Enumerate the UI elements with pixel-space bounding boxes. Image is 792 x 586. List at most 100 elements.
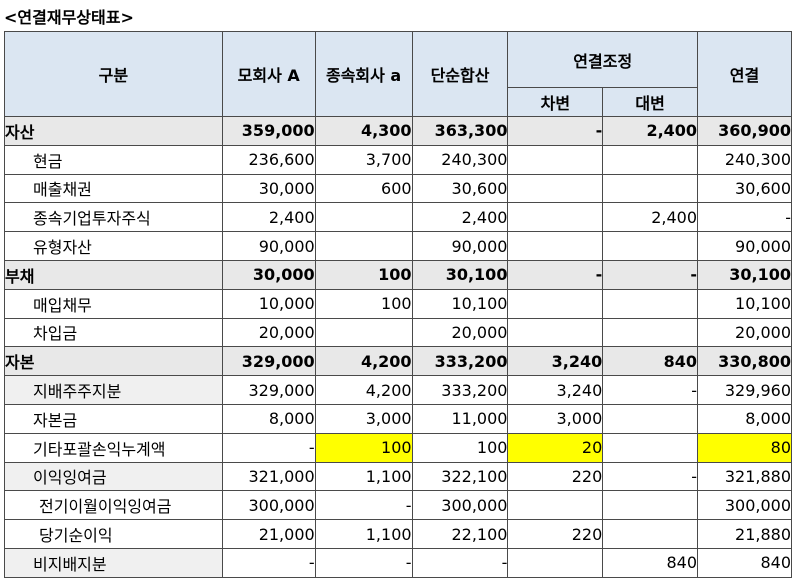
cell-value: 4,200: [314, 375, 413, 405]
cell-value: [507, 231, 604, 261]
cell-value: 90,000: [221, 231, 316, 261]
cell-value: 236,600: [221, 144, 316, 175]
cell-value: 100: [314, 288, 413, 319]
header-parent: 모회사 A: [221, 31, 316, 117]
cell-value: [602, 432, 699, 463]
cell-value: 4,200: [314, 346, 413, 377]
cell-value: 3,000: [507, 403, 604, 434]
cell-value: 220: [507, 519, 604, 549]
header-credit: 대변: [602, 87, 699, 117]
cell-value: [507, 173, 604, 204]
table-row: 이익잉여금 321,000 1,100 322,100 220-321,880: [4, 461, 792, 492]
cell-value: [507, 144, 604, 175]
cell-value: 329,960: [697, 375, 792, 405]
cell-value: -: [697, 202, 792, 233]
cell-value: 2,400: [602, 116, 699, 146]
table-row: 매입채무 10,000 100 10,100 10,100: [4, 288, 792, 319]
cell-value: 2,400: [602, 202, 699, 233]
cell-value: 333,200: [411, 375, 509, 405]
table-row: 자본 329,000 4,200 333,200 3,240 840 330,800: [4, 346, 792, 377]
table-row: 매출채권 30,000 600 30,600 30,600: [4, 173, 792, 204]
row-label: 이익잉여금: [4, 461, 223, 492]
cell-value: 220: [507, 461, 604, 492]
cell-value: [507, 288, 604, 319]
row-label: 종속기업투자주식: [4, 202, 223, 233]
cell-value: [602, 519, 699, 549]
table-row: 현금 236,600 3,700 240,300 240,300: [4, 144, 792, 175]
financial-statement-table: 구분 모회사 A 종속회사 a 단순합산 연결조정 연결 차변 대변 자산 359…: [4, 31, 792, 578]
cell-value: 300,000: [411, 490, 509, 521]
row-label: 자본: [4, 346, 223, 377]
header-subsidiary: 종속회사 a: [314, 31, 413, 117]
cell-value: 4,300: [314, 116, 413, 146]
cell-value: [314, 231, 413, 261]
cell-value: [602, 490, 699, 521]
cell-value: 360,900: [697, 116, 792, 146]
table-row: 기타포괄손익누계액 -100 100 20 80: [4, 432, 792, 463]
cell-value: 20: [507, 432, 604, 463]
cell-value: [507, 490, 604, 521]
cell-value: 333,200: [411, 346, 509, 377]
cell-value: 11,000: [411, 403, 509, 434]
row-label: 유형자산: [4, 231, 223, 261]
table-row: 차입금 20,000 20,000 20,000: [4, 317, 792, 348]
cell-value: 840: [697, 547, 792, 578]
cell-value: 100: [314, 259, 413, 290]
header-category: 구분: [4, 31, 223, 117]
row-label: 현금: [4, 144, 223, 175]
cell-value: 21,880: [697, 519, 792, 549]
cell-value: -: [507, 259, 604, 290]
header-consolidated: 연결: [697, 31, 792, 117]
cell-value: 10,100: [411, 288, 509, 319]
cell-value: 8,000: [697, 403, 792, 434]
cell-value: 3,000: [314, 403, 413, 434]
cell-value: 90,000: [411, 231, 509, 261]
cell-value: -: [507, 116, 604, 146]
table-row: 자산 359,000 4,300 363,300-2,400 360,900: [4, 116, 792, 146]
cell-value: [314, 202, 413, 233]
header-simple-sum: 단순합산: [411, 31, 509, 117]
cell-value: 20,000: [411, 317, 509, 348]
cell-value: 3,240: [507, 375, 604, 405]
cell-value: [602, 231, 699, 261]
cell-value: 10,100: [697, 288, 792, 319]
cell-value: 1,100: [314, 519, 413, 549]
cell-value: 21,000: [221, 519, 316, 549]
cell-value: 30,000: [221, 259, 316, 290]
cell-value: 10,000: [221, 288, 316, 319]
cell-value: 300,000: [697, 490, 792, 521]
row-label: 지배주주지분: [4, 375, 223, 405]
cell-value: 363,300: [411, 116, 509, 146]
cell-value: 321,000: [221, 461, 316, 492]
cell-value: 30,600: [697, 173, 792, 204]
cell-value: [602, 144, 699, 175]
row-label: 기타포괄손익누계액: [4, 432, 223, 463]
row-label: 매출채권: [4, 173, 223, 204]
cell-value: 2,400: [221, 202, 316, 233]
cell-value: [507, 202, 604, 233]
cell-value: 80: [697, 432, 792, 463]
header-adjustment: 연결조정: [507, 31, 699, 88]
cell-value: -: [602, 375, 699, 405]
row-label: 차입금: [4, 317, 223, 348]
row-label: 매입채무: [4, 288, 223, 319]
table-row: 전기이월이익잉여금 300,000-300,000 300,000: [4, 490, 792, 521]
cell-value: -: [314, 547, 413, 578]
cell-value: -: [602, 461, 699, 492]
row-label: 전기이월이익잉여금: [4, 490, 223, 521]
table-row: 자본금 8,000 3,000 11,000 3,000 8,000: [4, 403, 792, 434]
row-label: 부채: [4, 259, 223, 290]
cell-value: -: [602, 259, 699, 290]
page-title: <연결재무상태표>: [4, 8, 134, 27]
cell-value: -: [221, 547, 316, 578]
cell-value: 330,800: [697, 346, 792, 377]
cell-value: 30,000: [221, 173, 316, 204]
cell-value: -: [314, 490, 413, 521]
cell-value: 22,100: [411, 519, 509, 549]
cell-value: -: [411, 547, 509, 578]
row-label: 당기순이익: [4, 519, 223, 549]
cell-value: 329,000: [221, 346, 316, 377]
cell-value: 3,240: [507, 346, 604, 377]
cell-value: [314, 317, 413, 348]
cell-value: 329,000: [221, 375, 316, 405]
